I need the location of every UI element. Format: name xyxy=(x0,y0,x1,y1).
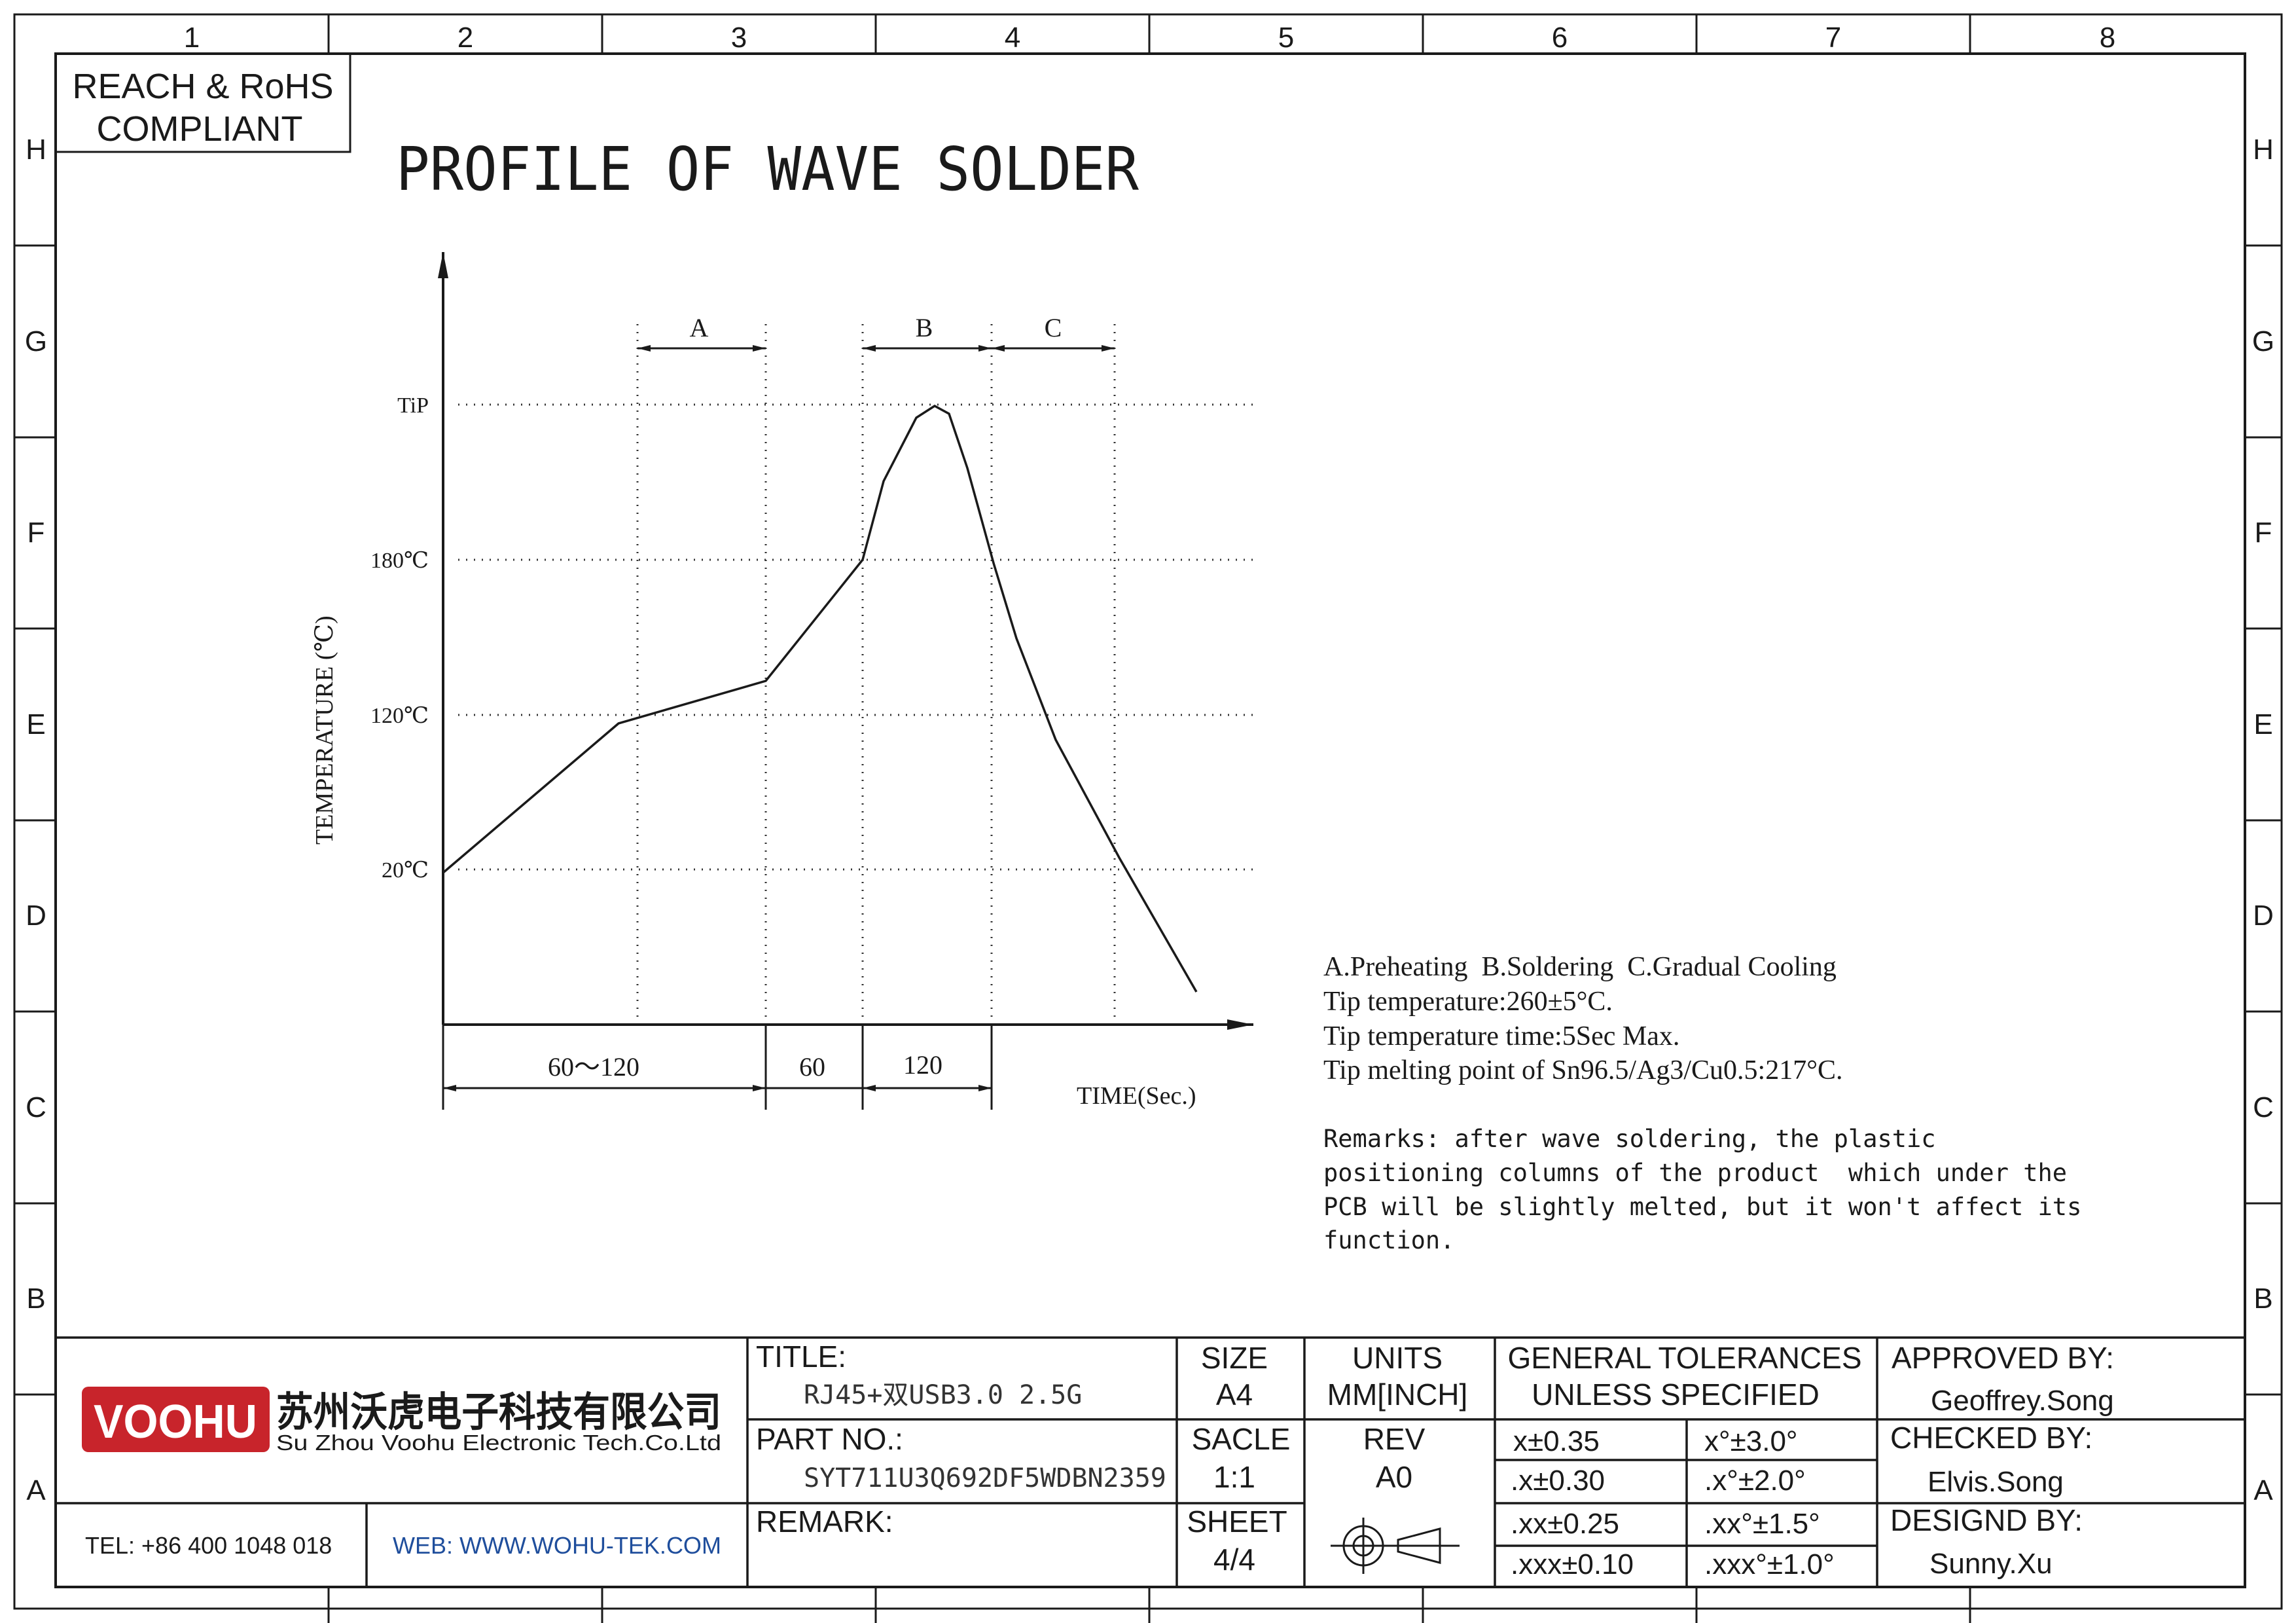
outer-frame xyxy=(13,13,2283,1610)
x-axis-label: TIME(Sec.) xyxy=(1077,1082,1196,1110)
approved-label: APPROVED BY: xyxy=(1892,1341,2114,1375)
col-label: 2 xyxy=(457,22,473,54)
row-label: A xyxy=(26,1474,46,1506)
tolerance-linear: x±0.35 xyxy=(1513,1425,1600,1457)
tolerance-angular: x°±3.0° xyxy=(1704,1425,1798,1457)
rev-label: REV xyxy=(1363,1422,1426,1456)
tolerance-angular: .xx°±1.5° xyxy=(1704,1508,1820,1540)
duration-label: 60 xyxy=(799,1052,825,1082)
notes-legend: A.Preheating B.Soldering C.Gradual Cooli… xyxy=(1323,952,1837,982)
remarks-line: function. xyxy=(1323,1226,1454,1254)
title-label: TITLE: xyxy=(756,1340,846,1374)
duration-label: 120 xyxy=(903,1050,942,1080)
company-tel: TEL: +86 400 1048 018 xyxy=(85,1532,332,1559)
compliance-line1: REACH & RoHS xyxy=(72,67,333,106)
designed-label: DESIGND BY: xyxy=(1890,1503,2083,1537)
sheet-label: SHEET xyxy=(1187,1504,1287,1539)
remarks-line: Remarks: after wave soldering, the plast… xyxy=(1323,1125,1936,1153)
row-label: B xyxy=(26,1283,45,1315)
tolerance-angular: .xxx°±1.0° xyxy=(1704,1548,1835,1580)
row-label: E xyxy=(2253,708,2272,740)
row-label: D xyxy=(26,900,46,932)
approved-value: Geoffrey.Song xyxy=(1931,1385,2114,1417)
col-label: 4 xyxy=(1005,22,1020,54)
120-label: 120℃ xyxy=(370,704,429,728)
col-label: 1 xyxy=(184,22,200,54)
col-label: 6 xyxy=(1552,22,1568,54)
row-label: C xyxy=(2253,1091,2274,1123)
remark-label: REMARK: xyxy=(756,1504,893,1539)
row-label: F xyxy=(2255,517,2272,549)
company-logo-badge xyxy=(82,1387,270,1452)
wave-solder-diagram: TiP 180℃ 120℃ 20℃ TEMPERATURE (℃) A B C … xyxy=(311,252,1257,1110)
title-value: RJ45+双USB3.0 2.5G xyxy=(804,1380,1082,1410)
zone-ticks-right xyxy=(2245,244,2282,1396)
scale-label: SACLE xyxy=(1192,1422,1291,1456)
20-label: 20℃ xyxy=(382,858,429,883)
zone-ticks-bottom xyxy=(327,1587,1971,1623)
zone-a-label: A xyxy=(690,313,709,342)
part-no-label: PART NO.: xyxy=(756,1422,903,1456)
row-label: H xyxy=(26,134,46,166)
row-label: H xyxy=(2253,134,2274,166)
row-label: B xyxy=(2253,1283,2272,1315)
drawing-title: PROFILE OF WAVE SOLDER xyxy=(396,134,1139,204)
size-value: A4 xyxy=(1216,1377,1253,1412)
col-label: 8 xyxy=(2100,22,2115,54)
tip-label: TiP xyxy=(397,393,429,418)
remarks-line: PCB will be slightly melted, but it won'… xyxy=(1323,1193,2081,1221)
compliance-line2: COMPLIANT xyxy=(96,109,302,149)
tolerance-label: GENERAL TOLERANCES xyxy=(1507,1341,1861,1375)
zone-c-label: C xyxy=(1045,313,1062,342)
row-label: G xyxy=(25,325,47,357)
units-label: UNITS xyxy=(1352,1341,1443,1375)
compliance-box xyxy=(54,52,351,153)
zone-b-label: B xyxy=(916,313,933,342)
rev-value: A0 xyxy=(1376,1460,1412,1494)
size-label: SIZE xyxy=(1201,1341,1268,1375)
col-label: 5 xyxy=(1278,22,1294,54)
180-label: 180℃ xyxy=(370,549,429,573)
designed-value: Sunny.Xu xyxy=(1929,1548,2053,1580)
company-name-cn: 苏州沃虎电子科技有限公司 xyxy=(276,1390,721,1435)
tolerance-linear: .xxx±0.10 xyxy=(1511,1548,1634,1580)
tolerance-label: UNLESS SPECIFIED xyxy=(1532,1377,1820,1412)
notes-melting-point: Tip melting point of Sn96.5/Ag3/Cu0.5:21… xyxy=(1323,1055,1843,1085)
title-block xyxy=(56,1336,2245,1587)
sheet-value: 4/4 xyxy=(1213,1542,1255,1577)
row-label: A xyxy=(2253,1474,2273,1506)
row-label: C xyxy=(26,1091,46,1123)
row-label: D xyxy=(2253,900,2274,932)
row-label: F xyxy=(27,517,45,549)
tolerance-linear: .xx±0.25 xyxy=(1511,1508,1619,1540)
temperature-profile-curve xyxy=(442,404,1198,993)
scale-value: 1:1 xyxy=(1213,1460,1255,1494)
tolerance-linear: .x±0.30 xyxy=(1511,1465,1605,1497)
checked-label: CHECKED BY: xyxy=(1890,1421,2092,1455)
notes-tip-time: Tip temperature time:5Sec Max. xyxy=(1323,1021,1679,1051)
company-web[interactable]: WEB: WWW.WOHU-TEK.COM xyxy=(393,1532,721,1559)
y-axis-label: TEMPERATURE (℃) xyxy=(311,615,338,845)
notes-tip-temperature: Tip temperature:260±5°C. xyxy=(1323,987,1613,1017)
tolerance-angular: .x°±2.0° xyxy=(1704,1465,1806,1497)
company-logo-text: VOOHU xyxy=(94,1396,257,1448)
row-label: E xyxy=(26,708,45,740)
part-no-value: SYT711U3Q692DF5WDBN2359 xyxy=(804,1463,1166,1493)
duration-label: 60～120 xyxy=(548,1052,639,1082)
checked-value: Elvis.Song xyxy=(1928,1466,2064,1498)
remarks-line: positioning columns of the product which… xyxy=(1323,1159,2067,1187)
row-label: G xyxy=(2252,325,2274,357)
company-name-en: Su Zhou Voohu Electronic Tech.Co.Ltd xyxy=(276,1431,721,1455)
zone-ticks-left xyxy=(14,244,56,1396)
projection-symbol-icon xyxy=(1331,1518,1460,1574)
col-label: 7 xyxy=(1825,22,1841,54)
units-value: MM[INCH] xyxy=(1327,1377,1468,1412)
col-label: 3 xyxy=(731,22,747,54)
zone-ticks-top xyxy=(327,14,1971,54)
